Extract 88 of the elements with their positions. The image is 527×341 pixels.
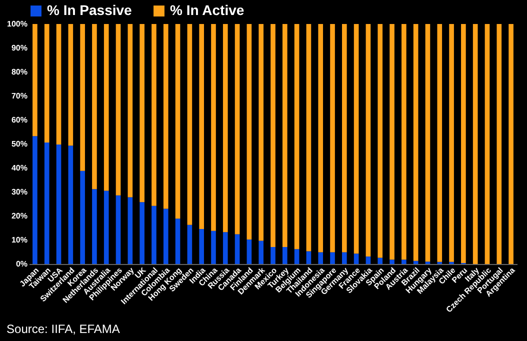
legend-label: % In Passive — [47, 2, 132, 18]
bar — [366, 256, 371, 264]
bar — [402, 260, 406, 264]
y-tick-label: 60% — [11, 116, 28, 124]
bar — [449, 24, 454, 262]
bar — [80, 24, 85, 171]
bar — [44, 24, 50, 143]
bar — [56, 144, 62, 264]
bar — [175, 24, 180, 219]
bar — [80, 170, 85, 264]
bar — [354, 254, 359, 264]
bar — [294, 24, 300, 250]
bar — [246, 24, 252, 240]
y-tick-label: 30% — [11, 188, 28, 196]
bar — [163, 24, 168, 209]
bar — [413, 260, 418, 264]
bar — [246, 240, 252, 264]
source-note: Source: IIFA, EFAMA — [6, 322, 120, 336]
bar — [306, 24, 312, 252]
bar — [68, 146, 74, 264]
bar — [116, 195, 121, 264]
bar — [92, 24, 97, 190]
y-tick-label: 10% — [11, 236, 28, 244]
y-tick-label: 20% — [11, 212, 28, 220]
bar — [461, 24, 466, 264]
bar — [140, 24, 144, 202]
bar — [390, 24, 394, 260]
bar — [116, 24, 121, 196]
bar — [163, 208, 168, 264]
bar — [318, 252, 324, 264]
bar — [258, 24, 264, 241]
bar — [152, 206, 156, 264]
bar — [294, 249, 300, 264]
bar — [270, 24, 276, 247]
bar — [32, 136, 38, 264]
bar — [496, 24, 502, 264]
bar — [342, 24, 347, 252]
bar — [92, 189, 97, 264]
bar — [306, 251, 312, 264]
bar — [413, 24, 418, 261]
bar — [128, 24, 133, 198]
bar — [175, 218, 180, 264]
bar — [390, 260, 394, 264]
bar — [234, 234, 240, 264]
y-tick-label: 80% — [11, 68, 28, 76]
bar — [187, 224, 192, 264]
bar — [378, 258, 383, 264]
bar — [270, 246, 276, 264]
bar — [318, 24, 324, 252]
bar — [330, 24, 335, 252]
bar — [437, 24, 442, 262]
bar — [484, 24, 490, 264]
bar — [152, 24, 156, 206]
bar — [222, 24, 228, 232]
bar — [32, 24, 38, 136]
bar — [258, 240, 264, 264]
y-tick-label: 70% — [11, 92, 28, 100]
bar — [342, 252, 347, 264]
bar — [402, 24, 406, 260]
bar — [472, 24, 478, 264]
bar — [234, 24, 240, 234]
bar — [222, 232, 228, 264]
bar — [282, 24, 288, 247]
bar — [508, 24, 514, 264]
bar — [354, 24, 359, 254]
bar — [104, 24, 109, 191]
bar — [44, 142, 50, 264]
bar — [211, 230, 216, 264]
bar — [199, 24, 204, 229]
bar — [211, 24, 216, 231]
bar — [282, 246, 288, 264]
bar — [378, 24, 383, 258]
bar — [425, 24, 430, 262]
bar — [140, 202, 144, 264]
legend-label: % In Active — [170, 2, 244, 18]
y-tick-label: 40% — [11, 164, 28, 172]
y-tick-label: 90% — [11, 44, 28, 52]
bar — [366, 24, 371, 257]
y-tick-label: 100% — [7, 20, 28, 28]
y-tick-label: 0% — [16, 260, 28, 268]
bar — [128, 197, 133, 264]
bar — [330, 252, 335, 264]
bar — [199, 228, 204, 264]
bar — [187, 24, 192, 225]
bar — [104, 190, 109, 264]
y-tick-label: 50% — [11, 140, 28, 148]
bar — [68, 24, 74, 146]
bar — [56, 24, 62, 144]
